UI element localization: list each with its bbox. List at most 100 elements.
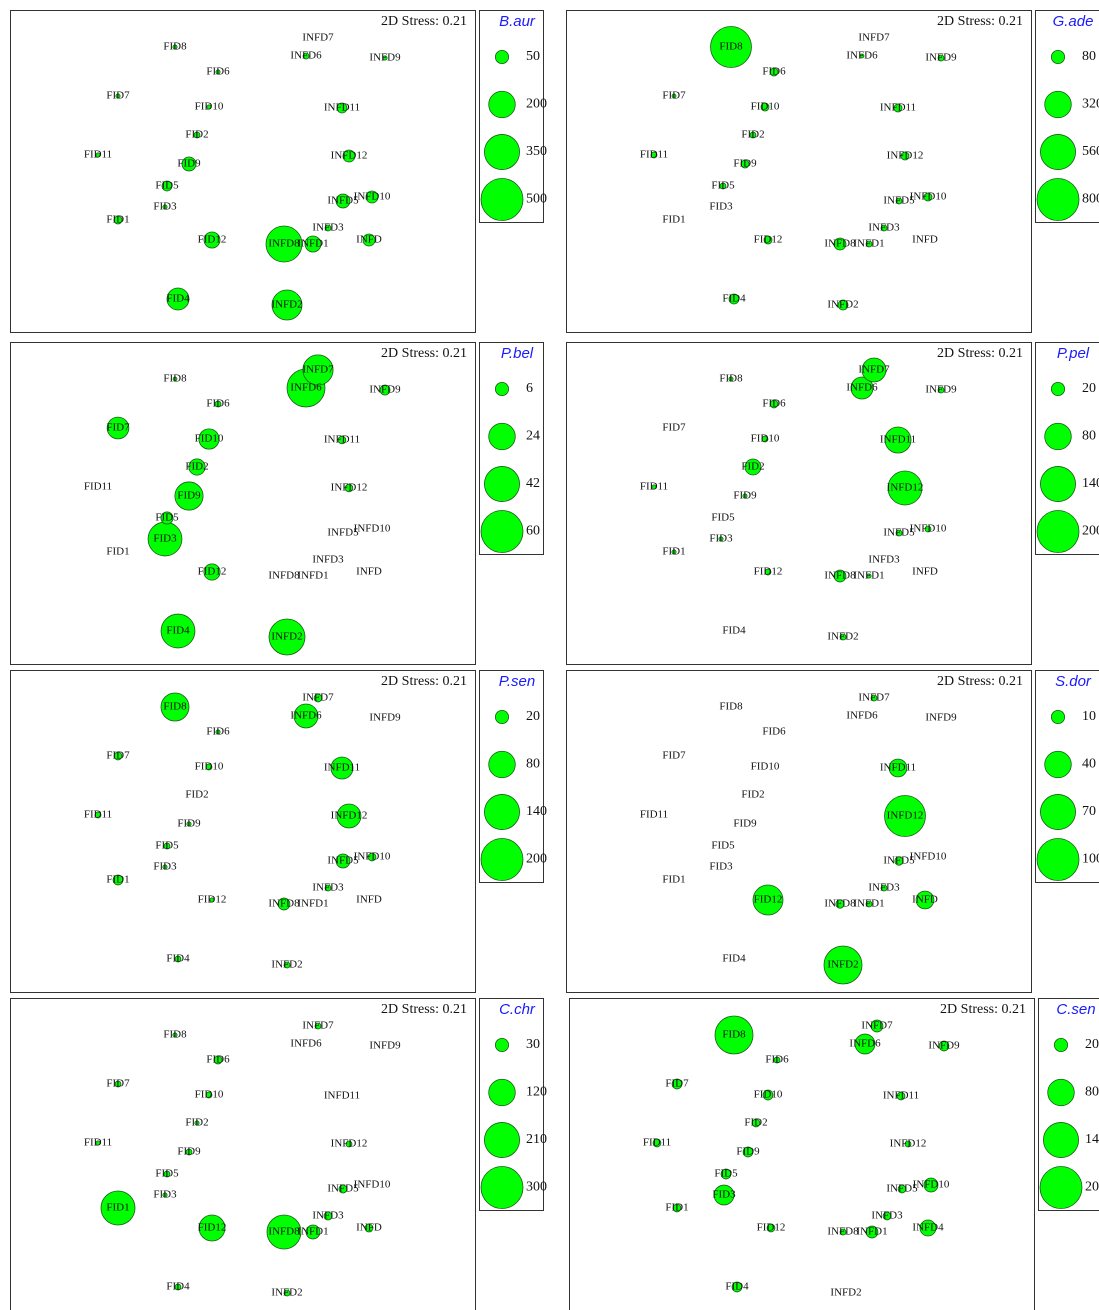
bubble <box>160 613 196 649</box>
plot-frame <box>566 342 1032 665</box>
legend-bubble <box>484 134 520 170</box>
bubble <box>744 458 762 476</box>
legend-bubble <box>480 510 524 553</box>
bubble <box>671 93 677 99</box>
site-label: INFD11 <box>324 102 360 114</box>
site-label: FID12 <box>198 894 227 906</box>
bubble <box>94 811 102 819</box>
legend-label: 200 <box>526 97 547 112</box>
bubble <box>870 694 878 702</box>
site-label: FID6 <box>206 398 230 410</box>
site-label: INFD1 <box>297 570 328 582</box>
legend-bubble <box>1036 510 1080 553</box>
bubble <box>265 225 303 263</box>
site-label: INFD12 <box>331 810 368 822</box>
site-label: INFD2 <box>827 959 858 971</box>
bubble <box>896 1091 906 1101</box>
site-label: INFD6 <box>849 1038 881 1050</box>
site-label: INFD3 <box>868 554 900 566</box>
legend: P.bel 6 24 42 60 <box>479 342 544 555</box>
legend-bubble <box>494 709 510 725</box>
plot-frame <box>10 670 476 993</box>
site-label: FID10 <box>754 1089 783 1101</box>
legend-bubble <box>1036 178 1080 221</box>
bubble <box>313 693 323 703</box>
bubble <box>174 955 182 963</box>
legend-bubble <box>494 49 510 65</box>
site-label: FID7 <box>106 750 130 762</box>
bubble <box>839 1228 847 1236</box>
bubble <box>365 190 379 204</box>
site-label: FID9 <box>177 158 201 170</box>
site-label: FID6 <box>762 398 786 410</box>
site-label: INFD12 <box>331 482 368 494</box>
site-label: INFD9 <box>928 1040 960 1052</box>
legend-label: 20 <box>1082 381 1096 396</box>
site-label: FID6 <box>206 66 230 78</box>
legend-bubble <box>1050 49 1066 65</box>
site-label: FID12 <box>198 1222 227 1234</box>
site-label: INFD12 <box>887 482 924 494</box>
bubble <box>764 568 772 576</box>
site-label: INFD8 <box>268 238 300 250</box>
bubble <box>174 481 204 511</box>
legend-label: 500 <box>526 192 547 207</box>
bubble <box>335 193 351 209</box>
site-label: INFD7 <box>302 32 334 44</box>
site-label: FID6 <box>206 726 230 738</box>
site-label: INFD2 <box>830 1287 861 1299</box>
legend-label: 20 <box>1085 1037 1099 1052</box>
site-label: INFD2 <box>827 631 858 643</box>
site-label: INFD5 <box>886 1183 918 1195</box>
bubble <box>835 899 845 909</box>
site-label: INFD5 <box>327 195 359 207</box>
legend-bubble <box>488 422 516 451</box>
bubble <box>763 235 773 245</box>
legend-label: 70 <box>1082 804 1096 819</box>
bubble <box>364 1223 374 1233</box>
site-label: INFD10 <box>354 523 391 535</box>
site-label: FID7 <box>665 1078 689 1090</box>
bubble <box>198 1214 226 1242</box>
site-label: FID6 <box>206 1054 230 1066</box>
bubble <box>194 1120 200 1126</box>
site-label: FID2 <box>744 1117 767 1129</box>
bubble <box>728 293 740 305</box>
panel: 2D Stress: 0.21 FID1 FID2 FID3 FID4 FID5 FID6 F… <box>566 342 1099 665</box>
site-label: INFD10 <box>913 1179 950 1191</box>
site-label: FID5 <box>155 180 179 192</box>
bubble <box>833 237 847 251</box>
site-label: INFD7 <box>302 1020 334 1032</box>
site-label: FID11 <box>84 809 112 821</box>
bubble <box>897 1184 907 1194</box>
bubble <box>172 1032 178 1038</box>
bubble <box>112 874 124 886</box>
legend-label: 320 <box>1082 97 1099 112</box>
site-label: FID1 <box>662 214 685 226</box>
legend-label: 42 <box>526 476 540 491</box>
bubble <box>304 235 322 253</box>
bubble <box>203 563 221 581</box>
site-label: FID12 <box>754 566 783 578</box>
panel: 2D Stress: 0.21 FID1 FID2 FID3 FID4 FID5 FID6 F… <box>10 998 547 1310</box>
legend-bubble <box>494 1037 510 1053</box>
site-label: INFD6 <box>290 710 322 722</box>
legend-label: 80 <box>1085 1085 1099 1100</box>
legend-bubble <box>488 90 516 119</box>
legend-bubble <box>1043 1122 1079 1158</box>
site-label: FID9 <box>733 158 757 170</box>
site-label: FID5 <box>711 180 735 192</box>
site-label: FID8 <box>722 1029 746 1041</box>
site-label: INFD9 <box>925 52 957 64</box>
site-label: INFD11 <box>324 434 360 446</box>
site-label: INFD6 <box>290 50 322 62</box>
bubble <box>740 159 750 169</box>
bubble <box>205 763 213 771</box>
site-label: INFD <box>912 234 938 246</box>
bubble <box>338 1184 348 1194</box>
site-label: INFD12 <box>331 150 368 162</box>
bubble <box>882 1211 892 1221</box>
bubble <box>833 569 847 583</box>
bubble <box>324 224 332 232</box>
plot-frame <box>10 342 476 665</box>
